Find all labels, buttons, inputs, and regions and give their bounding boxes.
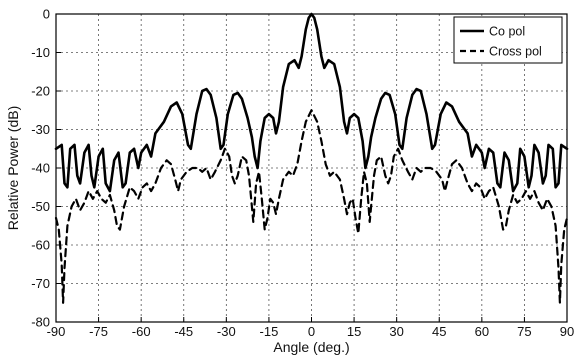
x-tick-label: 15: [347, 324, 361, 339]
legend: Co pol Cross pol: [453, 16, 563, 64]
y-tick-label: -10: [31, 45, 50, 60]
tick-labels: -90 -75 -60 -45 -30 -15 0 15 30 45 60 75 90 0 -10 -20 -3…: [31, 7, 574, 340]
legend-box: [453, 16, 563, 64]
x-tick-label: 30: [389, 324, 403, 339]
x-tick-label: -75: [89, 324, 108, 339]
legend-label-co-pol: Co pol: [489, 25, 525, 39]
y-tick-label: -50: [31, 199, 50, 214]
y-tick-label: -70: [31, 276, 50, 291]
y-tick-label: 0: [43, 7, 50, 22]
y-tick-label: -60: [31, 238, 50, 253]
y-axis-label: Relative Power (dB): [5, 106, 21, 231]
y-tick-label: -80: [31, 315, 50, 330]
series-cross-pol-line: [54, 109, 569, 304]
y-tick-label: -40: [31, 161, 50, 176]
x-axis-label: Angle (deg.): [273, 339, 349, 355]
legend-label-cross-pol: Cross pol: [489, 45, 542, 59]
x-tick-label: 75: [517, 324, 531, 339]
y-tick-label: -20: [31, 84, 50, 99]
y-tick-label: -30: [31, 122, 50, 137]
x-tick-label: -45: [174, 324, 193, 339]
x-tick-label: -60: [132, 324, 151, 339]
x-tick-label: 90: [560, 324, 574, 339]
x-tick-label: -30: [217, 324, 236, 339]
x-tick-label: 45: [432, 324, 446, 339]
ticks: [55, 13, 568, 323]
x-tick-label: 0: [308, 324, 315, 339]
x-tick-label: 60: [475, 324, 489, 339]
x-tick-label: -15: [260, 324, 279, 339]
grid: [56, 14, 567, 322]
x-tick-label: -90: [47, 324, 66, 339]
